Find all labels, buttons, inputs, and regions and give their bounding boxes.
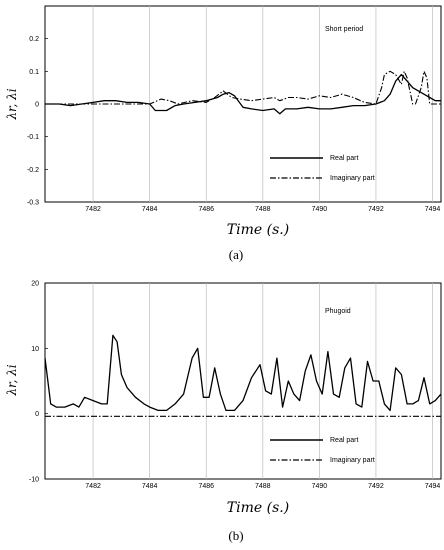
x-ticks: 7482 7484 7486 7488 7490 7492 7494 [85, 483, 440, 490]
x-tick-label: 7492 [368, 483, 384, 490]
y-tick-label: 0.1 [29, 69, 39, 76]
y-tick-label: 0 [35, 411, 39, 418]
y-tick-label: -0.2 [27, 167, 39, 174]
x-tick-label: 7488 [255, 206, 271, 213]
series-real-part [45, 73, 441, 115]
x-tick-label: 7492 [368, 206, 384, 213]
x-tick-label: 7482 [85, 483, 101, 490]
x-tick-label: 7486 [198, 483, 214, 490]
series-imaginary-part [45, 70, 441, 105]
y-tick-label: 0.2 [29, 36, 39, 43]
chart-annotation: Phugoid [325, 308, 351, 315]
y-tick-label: -10 [29, 477, 39, 484]
grid-lines [92, 283, 433, 479]
x-axis-label: Time (s.) [227, 500, 289, 516]
x-tick-label: 7484 [142, 483, 158, 490]
plot-frame [44, 282, 442, 480]
grid-lines [92, 6, 433, 202]
y-axis-label: λr, λi [5, 364, 19, 396]
y-axis-label: λr, λi [5, 88, 19, 120]
y-tick-label: 10 [31, 346, 39, 353]
legend-label-imag: Imaginary part [330, 175, 375, 182]
y-ticks: 20 10 0 -10 [29, 281, 48, 484]
x-axis-label: Time (s.) [227, 222, 289, 238]
y-tick-label: -0.3 [27, 200, 39, 207]
series-group [44, 334, 442, 417]
series-group [45, 70, 441, 115]
x-tick-label: 7490 [312, 483, 328, 490]
x-tick-label: 7484 [142, 206, 158, 213]
y-tick-label: 20 [31, 281, 39, 288]
legend-label-real: Real part [330, 155, 358, 162]
x-tick-label: 7488 [255, 483, 271, 490]
x-tick-label: 7482 [85, 206, 101, 213]
series-real-part [44, 334, 442, 412]
legend-label-imag: Imaginary part [330, 457, 375, 464]
x-ticks: 7482 7484 7486 7488 7490 7492 7494 [85, 206, 440, 213]
x-tick-label: 7490 [312, 206, 328, 213]
x-tick-label: 7494 [425, 206, 441, 213]
phugoid-panel: 20 10 0 -10 7482 7484 7486 7488 7490 7492 7494 Ph… [5, 281, 442, 543]
short-period-panel: 0.2 0.1 0 -0.1 -0.2 -0.3 7482 7484 7486 7488 7490… [5, 5, 442, 262]
legend-label-real: Real part [330, 437, 358, 444]
chart-annotation: Short period [325, 26, 363, 33]
x-tick-label: 7494 [425, 483, 441, 490]
y-tick-label: -0.1 [27, 134, 39, 141]
y-tick-label: 0 [35, 102, 39, 109]
panel-caption: (a) [229, 247, 243, 262]
panel-caption: (b) [228, 528, 243, 543]
x-tick-label: 7486 [198, 206, 214, 213]
